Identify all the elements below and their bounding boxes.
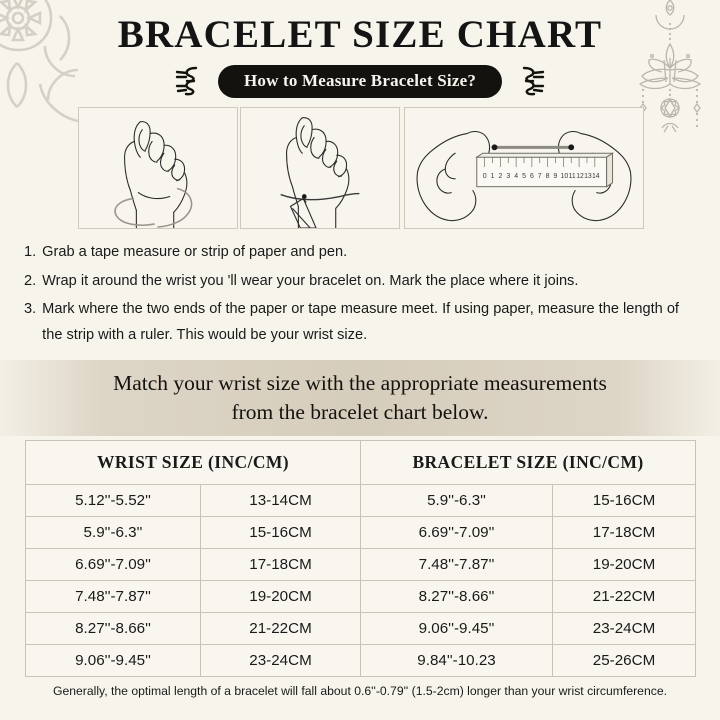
svg-text:10: 10 — [560, 173, 568, 180]
cell-bracelet-cm: 21-22CM — [552, 580, 697, 613]
svg-text:5: 5 — [522, 173, 526, 180]
list-item: 3. Mark where the two ends of the paper … — [24, 297, 700, 348]
cell-bracelet-inch: 5.9''-6.3'' — [360, 484, 554, 517]
step-text: Grab a tape measure or strip of paper an… — [42, 244, 348, 260]
cell-wrist-cm: 17-18CM — [199, 548, 362, 581]
svg-text:13: 13 — [584, 173, 592, 180]
svg-text:9: 9 — [554, 173, 558, 180]
svg-text:2: 2 — [498, 173, 502, 180]
svg-text:11: 11 — [569, 173, 576, 180]
svg-text:8: 8 — [546, 173, 550, 180]
table-row: 7.48''-7.87'' 19-20CM 8.27''-8.66'' 21-2… — [25, 580, 697, 613]
table-header-row: WRIST SIZE (INC/CM) BRACELET SIZE (INC/C… — [24, 440, 697, 485]
step-number: 2. — [24, 272, 37, 289]
ornament-flourish-icon — [522, 66, 545, 96]
illustration-box-1 — [78, 107, 238, 229]
svg-text:3: 3 — [506, 173, 510, 180]
cell-bracelet-inch: 7.48''-7.87'' — [360, 548, 554, 581]
cell-wrist-inch: 5.12''-5.52'' — [25, 484, 201, 517]
cell-bracelet-inch: 8.27''-8.66'' — [360, 580, 554, 613]
step-text: Mark where the two ends of the paper or … — [42, 301, 679, 343]
cell-wrist-inch: 8.27''-8.66'' — [25, 612, 201, 645]
svg-text:12: 12 — [576, 173, 584, 180]
cell-wrist-cm: 15-16CM — [199, 516, 362, 549]
list-item: 1. Grab a tape measure or strip of paper… — [24, 240, 700, 266]
footer-note: Generally, the optimal length of a brace… — [52, 684, 667, 698]
instruction-list: 1. Grab a tape measure or strip of paper… — [24, 240, 700, 351]
illustration-box-2 — [240, 107, 400, 229]
banner-line-1: Match your wrist size with the appropria… — [113, 371, 607, 395]
svg-text:1: 1 — [491, 173, 495, 180]
list-item: 2. Wrap it around the wrist you 'll wear… — [24, 269, 700, 295]
cell-bracelet-cm: 25-26CM — [552, 644, 697, 677]
table-row: 6.69''-7.09'' 17-18CM 7.48''-7.87'' 19-2… — [25, 548, 697, 581]
cell-bracelet-inch: 9.84''-10.23 — [360, 644, 554, 677]
cell-wrist-inch: 6.69''-7.09'' — [25, 548, 201, 581]
cell-wrist-cm: 13-14CM — [199, 484, 362, 517]
cell-bracelet-cm: 17-18CM — [552, 516, 697, 549]
subtitle-row: How to Measure Bracelet Size? — [0, 64, 720, 98]
svg-text:6: 6 — [530, 173, 534, 180]
cell-bracelet-cm: 23-24CM — [552, 612, 697, 645]
cell-bracelet-inch: 6.69''-7.09'' — [360, 516, 554, 549]
table-row: 8.27''-8.66'' 21-22CM 9.06''-9.45'' 23-2… — [25, 612, 697, 645]
match-banner: Match your wrist size with the appropria… — [0, 360, 720, 436]
cell-wrist-inch: 5.9''-6.3'' — [25, 516, 201, 549]
ornament-flourish-icon — [175, 66, 198, 96]
cell-bracelet-cm: 15-16CM — [552, 484, 697, 517]
cell-bracelet-cm: 19-20CM — [552, 548, 697, 581]
svg-text:4: 4 — [514, 173, 518, 180]
subtitle-pill: How to Measure Bracelet Size? — [217, 64, 503, 98]
cell-wrist-cm: 23-24CM — [199, 644, 362, 677]
cell-bracelet-inch: 9.06''-9.45'' — [360, 612, 554, 645]
table-row: 9.06''-9.45'' 23-24CM 9.84''-10.23 25-26… — [25, 644, 697, 677]
hand-with-tape-loop-icon — [114, 121, 193, 228]
column-header-bracelet-size: BRACELET SIZE (INC/CM) — [360, 440, 697, 485]
banner-line-2: from the bracelet chart below. — [231, 400, 489, 424]
table-row: 5.12''-5.52'' 13-14CM 5.9''-6.3'' 15-16C… — [25, 484, 697, 517]
cell-wrist-inch: 7.48''-7.87'' — [25, 580, 201, 613]
page-title: BRACELET SIZE CHART — [117, 13, 603, 56]
svg-text:14: 14 — [592, 173, 600, 180]
step-number: 3. — [24, 301, 37, 317]
cell-wrist-cm: 19-20CM — [199, 580, 362, 613]
column-header-wrist-size: WRIST SIZE (INC/CM) — [24, 440, 362, 485]
ruler-ticks — [484, 157, 596, 168]
step-number: 1. — [24, 244, 37, 260]
size-table: WRIST SIZE (INC/CM) BRACELET SIZE (INC/C… — [24, 440, 697, 677]
step-text: Wrap it around the wrist you 'll wear yo… — [42, 272, 579, 289]
svg-text:7: 7 — [538, 173, 542, 180]
cell-wrist-inch: 9.06''-9.45'' — [25, 644, 201, 677]
cell-wrist-cm: 21-22CM — [199, 612, 362, 645]
svg-text:0: 0 — [483, 173, 487, 180]
hand-marking-with-pen-icon — [280, 117, 360, 228]
banner-text: Match your wrist size with the appropria… — [85, 369, 635, 427]
table-row: 5.9''-6.3'' 15-16CM 6.69''-7.09'' 17-18C… — [25, 516, 697, 549]
